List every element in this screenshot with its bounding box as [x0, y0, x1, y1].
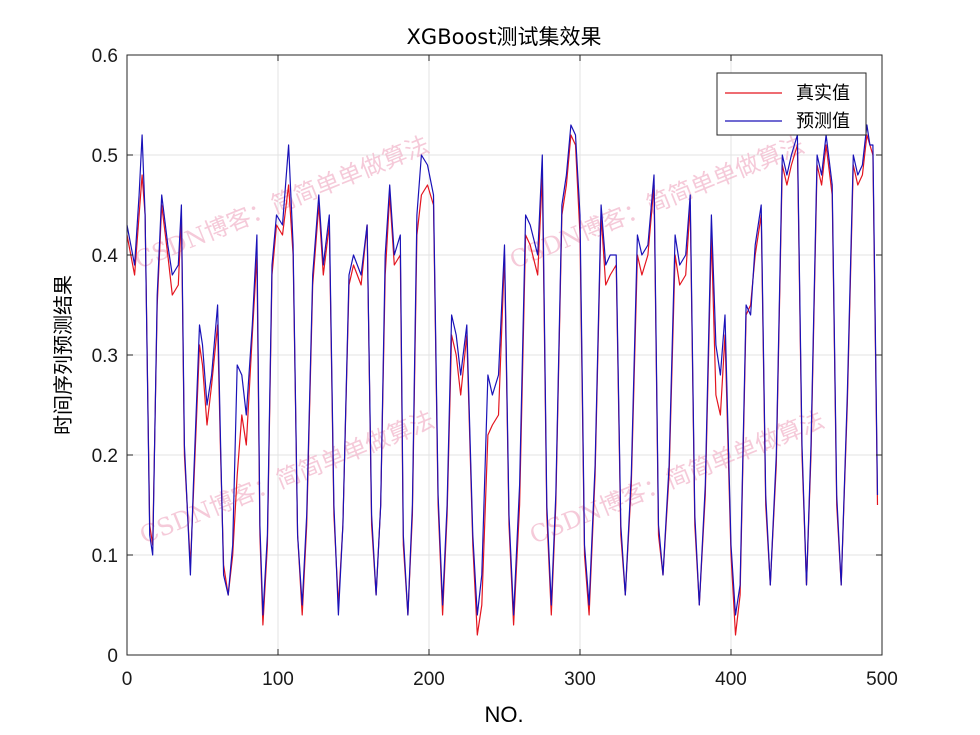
legend-box [716, 72, 867, 136]
x-tick-label: 500 [866, 669, 898, 690]
footer-watermark: 掘金技术社区 @ 简简单单做算法 CSDN @简简单单做算法 [598, 688, 929, 728]
y-tick-label: 0.4 [92, 246, 119, 267]
legend-label-true: 真实值 [796, 83, 850, 104]
chart-title: XGBoost测试集效果 [407, 25, 602, 49]
y-tick-label: 0.2 [92, 446, 118, 467]
ticks: 0 100 200 300 400 500 0 0.1 0.2 0.3 0.4 0.5 0.6 [92, 46, 898, 690]
predicted-value-line [126, 124, 879, 616]
x-tick-label: 400 [715, 669, 747, 690]
x-tick-label: 0 [122, 669, 133, 690]
y-tick-label: 0.1 [92, 546, 118, 567]
y-tick-label: 0.6 [92, 46, 118, 67]
y-tick-label: 0.5 [92, 146, 118, 167]
legend-label-pred: 预测值 [796, 111, 850, 132]
y-tick-label: 0.3 [92, 346, 118, 367]
series-layer [126, 124, 879, 636]
x-axis-label: NO. [484, 702, 523, 727]
x-tick-label: 200 [413, 669, 445, 690]
y-tick-label: 0 [107, 646, 118, 667]
legend: 真实值 预测值 [716, 72, 867, 136]
footer-line-2: CSDN @简简单单做算法 [773, 711, 929, 728]
x-tick-label: 300 [564, 669, 596, 690]
y-axis-label: 时间序列预测结果 [51, 275, 75, 435]
x-tick-label: 100 [262, 669, 294, 690]
footer-line-1: 掘金技术社区 @ 简简单单做算法 [598, 688, 905, 712]
